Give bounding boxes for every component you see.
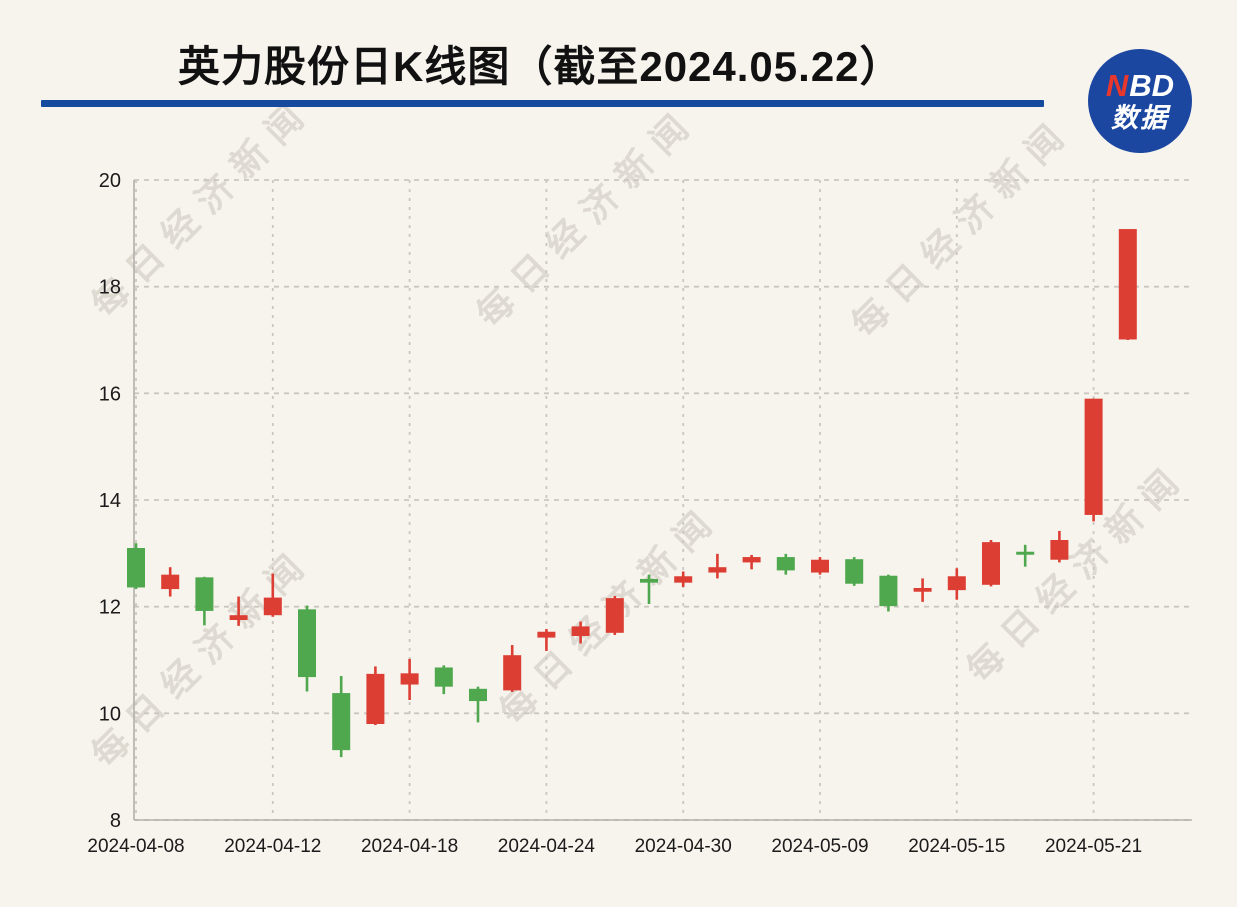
candle-body (537, 631, 556, 638)
candle-2024-04-15 (298, 605, 316, 692)
candle-body (434, 667, 453, 687)
x-axis-tick-label: 2024-05-15 (908, 836, 1005, 857)
candle-2024-04-08 (127, 543, 145, 590)
candle-2024-05-06 (708, 553, 727, 579)
y-axis-tick-label: 12 (99, 597, 121, 619)
candle-2024-05-14 (913, 578, 932, 602)
candle-body (298, 609, 316, 678)
candle-2024-05-17 (1016, 544, 1035, 567)
x-axis-tick-label: 2024-04-30 (635, 836, 732, 857)
candle-body (195, 577, 214, 611)
candle-2024-04-12 (263, 573, 282, 617)
candle-body (982, 542, 1000, 585)
candle-2024-04-24 (537, 629, 556, 651)
candle-2024-04-25 (571, 621, 590, 644)
candle-2024-05-21 (1084, 398, 1103, 522)
y-axis-tick-label: 16 (99, 383, 121, 405)
candle-2024-04-09 (161, 567, 180, 597)
candle-2024-04-10 (195, 576, 214, 626)
candle-2024-05-22 (1118, 229, 1137, 340)
candle-body (674, 576, 693, 583)
logo-text-nbd: NBD (1105, 67, 1175, 103)
x-axis-tick-label: 2024-04-08 (87, 836, 184, 857)
candle-body (708, 567, 727, 573)
candle-2024-05-13 (879, 574, 898, 612)
candle-body (161, 574, 180, 590)
candle-2024-04-29 (640, 574, 658, 604)
candle-body (571, 626, 590, 636)
candle-2024-04-18 (400, 658, 419, 700)
logo-letters-bd: BD (1129, 67, 1175, 103)
x-axis-tick-label: 2024-04-24 (498, 836, 596, 857)
candle-2024-04-26 (605, 596, 624, 635)
x-axis-tick-label: 2024-05-09 (771, 836, 868, 857)
candle-body (469, 688, 487, 702)
candle-2024-04-16 (332, 676, 351, 758)
x-axis-tick-label: 2024-04-12 (224, 836, 321, 857)
candle-body (127, 548, 145, 588)
candle-2024-05-16 (982, 540, 1000, 587)
candle-body (229, 615, 248, 620)
candle-2024-04-11 (229, 596, 248, 626)
logo-letter-n: N (1105, 67, 1129, 103)
y-axis-tick-label: 20 (99, 170, 121, 192)
y-axis-tick-label: 8 (110, 810, 121, 832)
candle-body (640, 578, 658, 583)
candle-body (776, 557, 795, 571)
candle-body (947, 576, 966, 591)
nbd-logo: NBD 数据 (1088, 49, 1192, 153)
candle-2024-04-19 (434, 665, 453, 695)
candle-body (332, 693, 351, 751)
candle-2024-05-08 (776, 553, 795, 575)
x-axis-tick-label: 2024-04-18 (361, 836, 458, 857)
candle-2024-05-10 (845, 557, 864, 586)
candle-body (913, 588, 932, 592)
candle-body (879, 575, 898, 607)
candle-2024-05-09 (811, 557, 829, 575)
page-title: 英力股份日K线图（截至2024.05.22） (178, 43, 903, 90)
y-axis-tick-label: 14 (99, 490, 121, 512)
candle-2024-05-20 (1050, 530, 1069, 563)
candle-2024-04-30 (674, 571, 693, 587)
candle-body (1084, 398, 1103, 515)
candle-body (1118, 229, 1137, 340)
candle-body (845, 559, 864, 584)
candle-body (1016, 551, 1035, 555)
candle-body (503, 655, 522, 691)
logo-text-subtitle: 数据 (1111, 103, 1169, 134)
candle-body (811, 559, 829, 573)
candle-body (366, 673, 385, 724)
candle-body (400, 673, 419, 685)
candle-2024-04-22 (469, 686, 487, 723)
candle-body (263, 597, 282, 616)
candle-body (742, 557, 761, 563)
y-axis-tick-label: 10 (99, 703, 121, 725)
candle-body (605, 598, 624, 633)
candle-2024-05-15 (947, 568, 966, 600)
candle-2024-04-17 (366, 666, 385, 726)
candle-2024-04-23 (503, 645, 522, 692)
title-underline (41, 100, 1044, 107)
candle-2024-05-07 (742, 554, 761, 570)
candle-body (1050, 540, 1069, 560)
x-axis-tick-label: 2024-05-21 (1045, 836, 1142, 857)
y-axis-tick-label: 18 (99, 277, 121, 299)
